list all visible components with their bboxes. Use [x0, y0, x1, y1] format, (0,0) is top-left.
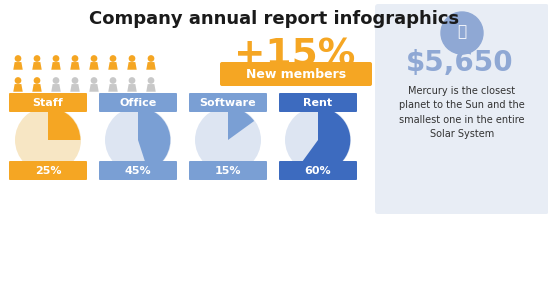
Text: 💵: 💵 — [458, 25, 466, 39]
FancyBboxPatch shape — [9, 161, 87, 180]
Circle shape — [147, 55, 155, 62]
Text: +15%: +15% — [235, 37, 356, 73]
FancyBboxPatch shape — [279, 161, 357, 180]
Circle shape — [53, 55, 59, 62]
FancyBboxPatch shape — [99, 161, 177, 180]
Polygon shape — [13, 84, 22, 92]
Polygon shape — [89, 84, 99, 92]
Circle shape — [15, 77, 21, 84]
FancyBboxPatch shape — [279, 93, 357, 112]
Circle shape — [33, 55, 41, 62]
Polygon shape — [52, 84, 61, 92]
Text: 15%: 15% — [215, 165, 241, 176]
Circle shape — [441, 12, 483, 54]
FancyBboxPatch shape — [189, 161, 267, 180]
Wedge shape — [48, 108, 81, 140]
Polygon shape — [52, 62, 61, 70]
Circle shape — [72, 55, 78, 62]
Polygon shape — [32, 62, 42, 70]
Polygon shape — [89, 62, 99, 70]
Circle shape — [33, 77, 41, 84]
Circle shape — [90, 77, 98, 84]
Circle shape — [195, 107, 261, 173]
Text: Company annual report infographics: Company annual report infographics — [89, 10, 459, 28]
FancyBboxPatch shape — [189, 93, 267, 112]
FancyBboxPatch shape — [220, 62, 372, 86]
Circle shape — [90, 55, 98, 62]
Circle shape — [15, 55, 21, 62]
Polygon shape — [109, 84, 118, 92]
Circle shape — [147, 77, 155, 84]
Circle shape — [285, 107, 351, 173]
Text: 45%: 45% — [125, 165, 151, 176]
Text: Rent: Rent — [304, 98, 333, 107]
Text: Office: Office — [119, 98, 157, 107]
Circle shape — [105, 107, 171, 173]
Polygon shape — [13, 62, 22, 70]
Polygon shape — [70, 62, 79, 70]
Polygon shape — [127, 62, 136, 70]
Polygon shape — [146, 62, 156, 70]
Circle shape — [110, 55, 116, 62]
Circle shape — [53, 77, 59, 84]
Text: Staff: Staff — [33, 98, 64, 107]
Text: 60%: 60% — [305, 165, 332, 176]
Polygon shape — [146, 84, 156, 92]
FancyBboxPatch shape — [375, 4, 548, 214]
Circle shape — [15, 107, 81, 173]
Polygon shape — [32, 84, 42, 92]
Circle shape — [110, 77, 116, 84]
Circle shape — [129, 77, 135, 84]
Polygon shape — [127, 84, 136, 92]
Polygon shape — [70, 84, 79, 92]
Circle shape — [129, 55, 135, 62]
Text: 25%: 25% — [35, 165, 61, 176]
Text: Mercury is the closest
planet to the Sun and the
smallest one in the entire
Sola: Mercury is the closest planet to the Sun… — [399, 86, 525, 139]
Circle shape — [72, 77, 78, 84]
Text: $5,650: $5,650 — [406, 49, 514, 77]
Text: New members: New members — [246, 67, 346, 80]
FancyBboxPatch shape — [99, 93, 177, 112]
Wedge shape — [299, 108, 350, 172]
Wedge shape — [228, 108, 254, 140]
Wedge shape — [138, 108, 170, 171]
Polygon shape — [109, 62, 118, 70]
Text: Software: Software — [199, 98, 256, 107]
FancyBboxPatch shape — [9, 93, 87, 112]
